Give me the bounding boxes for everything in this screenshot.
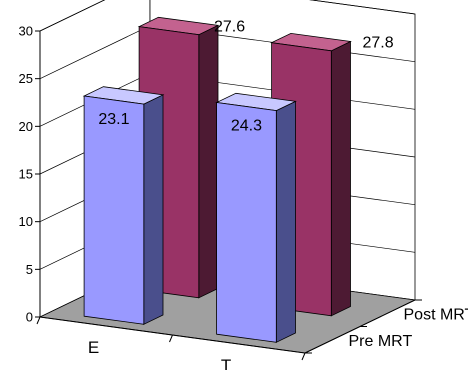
x-tick-mark bbox=[169, 334, 173, 343]
value-label-pre-mrt: 23.1 bbox=[98, 111, 129, 128]
y-tick-label: 5 bbox=[26, 262, 33, 277]
bar-pre-mrt-e-front bbox=[83, 95, 145, 325]
y-tick-label: 20 bbox=[19, 119, 33, 134]
bar-pre-mrt-t-front bbox=[216, 102, 277, 343]
labels: 27.6 27.8 23.1 24.3 bbox=[98, 18, 393, 134]
y-tick-label: 0 bbox=[26, 310, 33, 325]
value-label-pre-mrt: 24.3 bbox=[231, 118, 262, 135]
bars-post-mrt bbox=[137, 16, 352, 317]
value-label-post-mrt: 27.6 bbox=[214, 18, 245, 35]
category-label-t: T bbox=[221, 356, 231, 370]
y-tick-label: 30 bbox=[19, 24, 33, 39]
series-label-post-mrt: Post MRT bbox=[404, 306, 468, 323]
bar-pre-mrt-e bbox=[82, 86, 165, 325]
value-label-post-mrt: 27.8 bbox=[363, 35, 394, 52]
bar-post-mrt-t-side bbox=[330, 40, 351, 317]
x-tick-mark bbox=[36, 316, 41, 325]
bar-pre-mrt-t bbox=[215, 92, 297, 343]
bar-post-mrt-e-side bbox=[198, 24, 219, 299]
y-tick-label: 25 bbox=[19, 71, 33, 86]
gridline bbox=[39, 0, 416, 32]
bar-pre-mrt-e-side bbox=[143, 94, 164, 325]
series-label-pre-mrt: Pre MRT bbox=[349, 333, 413, 350]
x-tick-mark bbox=[301, 352, 306, 361]
category-label-e: E bbox=[88, 338, 99, 357]
axes: 0 5 10 15 20 25 30 E T Pre MRT Post MRT bbox=[19, 24, 468, 370]
y-tick-label: 10 bbox=[19, 214, 33, 229]
y-tick-label: 15 bbox=[19, 167, 33, 182]
bars-pre-mrt bbox=[82, 86, 297, 343]
bar-pre-mrt-t-side bbox=[275, 100, 296, 343]
